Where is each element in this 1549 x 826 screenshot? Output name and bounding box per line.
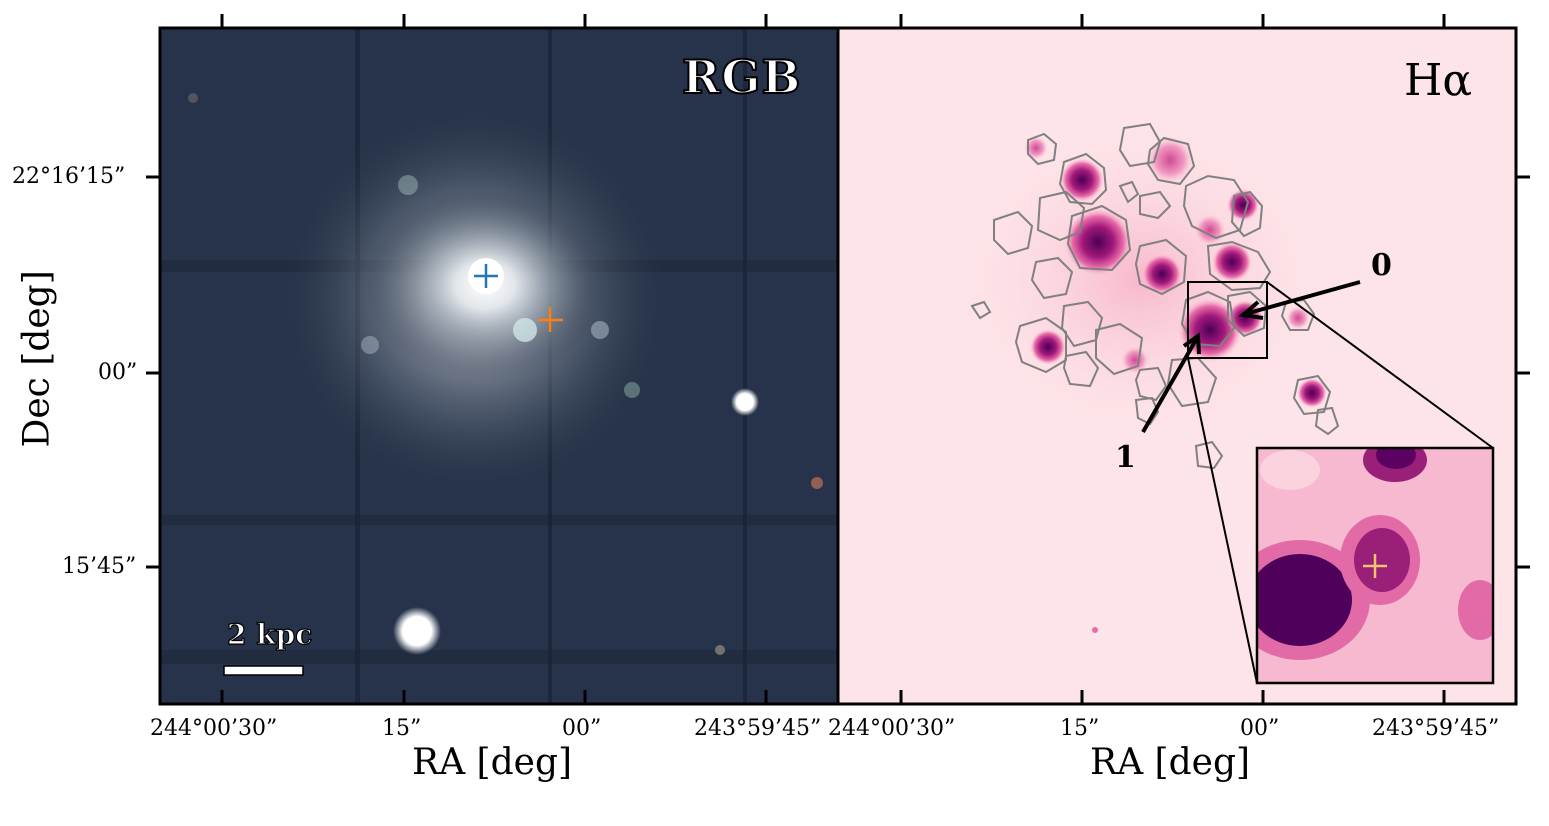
x-tick-label: 244°00’30”	[828, 716, 956, 741]
callout-arrow-1	[1141, 332, 1201, 433]
halpha-panel	[838, 28, 1516, 704]
foreground-star	[393, 607, 441, 655]
halpha-blob	[1227, 189, 1259, 221]
y-axis-title: Dec [deg]	[16, 270, 58, 448]
faint-source	[811, 477, 823, 489]
halpha-blob	[1024, 136, 1048, 160]
x-axis-title: RA [deg]	[412, 742, 573, 783]
detector-stripe	[743, 28, 747, 704]
x-tick-label: 243°59’45”	[694, 716, 822, 741]
axis-ticks	[146, 14, 1530, 704]
rgb-panel	[160, 28, 838, 704]
y-tick-label: 22°16’15”	[12, 164, 126, 189]
halpha-blob	[1030, 329, 1066, 365]
detector-stripe	[160, 515, 838, 525]
faint-source	[188, 93, 198, 103]
x-tick-label: 15”	[382, 716, 422, 741]
galaxy-knot	[624, 382, 640, 398]
galaxy-knot	[513, 318, 537, 342]
inset-marker	[1363, 554, 1387, 578]
galaxy-knot	[398, 175, 418, 195]
zoom-inset-frame	[1255, 446, 1495, 685]
callout-arrow-0	[1238, 280, 1361, 320]
halpha-blob	[1286, 306, 1310, 330]
panel-label-rgb: RGB	[681, 49, 802, 105]
right-panel-frame	[836, 26, 1518, 706]
panel-label-halpha: Hα	[1404, 55, 1473, 106]
scale-bar	[223, 665, 304, 676]
galaxy-knot	[591, 321, 609, 339]
halpha-blob	[1060, 158, 1104, 202]
halpha-blob	[1142, 254, 1182, 294]
zoom-box	[1187, 281, 1268, 359]
foreground-star	[731, 388, 759, 416]
y-tick-label: 00”	[98, 360, 138, 385]
halpha-blob	[1121, 346, 1149, 374]
callout-label-0: 0	[1371, 248, 1392, 283]
y-tick-label: 15’45”	[62, 554, 137, 579]
x-tick-label: 244°00’30”	[150, 716, 278, 741]
halpha-blob	[1297, 378, 1327, 408]
detector-stripe	[160, 650, 838, 664]
x-tick-label: 00”	[1240, 716, 1280, 741]
callout-label-1: 1	[1115, 440, 1136, 475]
zoom-connector	[1187, 357, 1258, 684]
x-tick-label: 00”	[562, 716, 602, 741]
x-axis-title: RA [deg]	[1090, 742, 1251, 783]
x-tick-label: 15”	[1060, 716, 1100, 741]
zoom-connector	[1266, 281, 1494, 449]
x-tick-label: 243°59’45”	[1372, 716, 1500, 741]
zoom-inset	[1257, 448, 1493, 683]
scale-bar-label: 2 kpc	[226, 617, 313, 651]
halpha-blob	[1212, 242, 1252, 282]
galaxy-knot	[361, 336, 379, 354]
offset-marker	[538, 307, 563, 332]
halpha-blob	[1092, 627, 1098, 633]
faint-source	[715, 645, 725, 655]
galaxy-center-marker	[474, 264, 498, 288]
